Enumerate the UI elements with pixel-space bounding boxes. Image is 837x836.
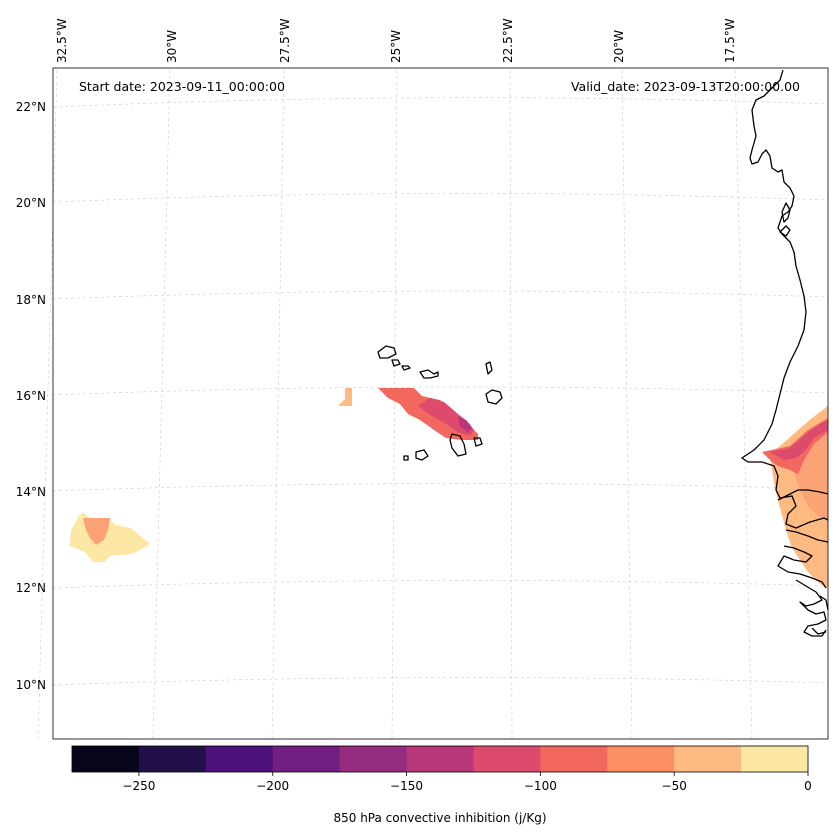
colorbar-swatch (72, 746, 140, 772)
cin-contours (70, 388, 828, 588)
lon-label: 27.5°W (278, 18, 292, 63)
contour-capeverde-core (458, 416, 472, 432)
map-frame (52, 67, 829, 740)
lat-label: 10°N (16, 678, 46, 692)
africa-coastline (741, 69, 829, 529)
island-sao-vicente (391, 359, 401, 367)
longitude-labels: 32.5°W 30°W 27.5°W 25°W 22.5°W 20°W 17.5… (55, 18, 737, 63)
valid-date-text: Valid_date: 2023-09-13T20:00:00.00 (571, 79, 800, 94)
island-santo-antao (377, 345, 397, 359)
lon-label: 22.5°W (501, 18, 515, 63)
colorbar-tick-label: −150 (390, 779, 423, 793)
lat-label: 22°N (16, 100, 46, 114)
lat-label: 12°N (16, 581, 46, 595)
island-sao-nicolau (419, 369, 439, 379)
contour-africa-mid (792, 420, 828, 520)
bijagos-islands (795, 579, 827, 637)
casamance-coast (785, 529, 829, 543)
coast-segment (781, 202, 791, 223)
island-brava (403, 455, 409, 461)
start-date-text: Start date: 2023-09-11_00:00:00 (79, 79, 285, 94)
island-santa-luzia (401, 365, 411, 371)
colorbar-swatch (741, 746, 809, 772)
coastlines (377, 69, 829, 637)
coast-segment (811, 627, 827, 635)
colorbar-swatch (473, 746, 541, 772)
colorbar-swatch (272, 746, 341, 772)
island-maio (473, 437, 483, 447)
latitude-labels: 22°N 20°N 18°N 16°N 14°N 12°N 10°N (16, 100, 46, 692)
colorbar-swatch (607, 746, 675, 772)
colorbar-swatch (540, 746, 608, 772)
island-santiago (449, 433, 467, 457)
lat-label: 14°N (16, 485, 46, 499)
colorbar-frame (71, 745, 809, 773)
island-fogo (415, 449, 429, 461)
lat-label: 16°N (16, 389, 46, 403)
colorbar-swatch (674, 746, 742, 772)
colorbar-swatch (339, 746, 408, 772)
contour-africa-red (770, 420, 828, 460)
contour-small-patch (338, 388, 352, 406)
gambia-river (777, 489, 829, 501)
lon-label: 32.5°W (55, 18, 69, 63)
contour-ocean-inner (83, 518, 110, 545)
lon-label: 30°W (165, 30, 179, 63)
contour-capeverde-inner (418, 398, 474, 436)
coast-segment (819, 595, 829, 611)
island-boa-vista (485, 389, 503, 405)
colorbar-swatch (406, 746, 474, 772)
colorbar-swatch (138, 746, 207, 772)
island-sal (485, 361, 493, 375)
coast-segment (779, 225, 791, 237)
colorbar-tick-label: 0 (804, 779, 812, 793)
lon-label: 20°W (612, 30, 626, 63)
lat-label: 20°N (16, 196, 46, 210)
colorbar-tick-label: −250 (122, 779, 155, 793)
gridlines (37, 69, 829, 741)
lon-label: 17.5°W (723, 18, 737, 63)
guinea-bissau-coast (777, 545, 827, 589)
colorbar-tick-label: −50 (662, 779, 687, 793)
colorbar-label: 850 hPa convective inhibition (j/Kg) (333, 811, 546, 825)
lon-label: 25°W (389, 30, 403, 63)
colorbar-swatch (205, 746, 274, 772)
colorbar: −250 −200 −150 −100 −50 0 (71, 745, 812, 793)
colorbar-tick-label: −100 (524, 779, 557, 793)
colorbar-tick-label: −200 (256, 779, 289, 793)
lat-label: 18°N (16, 293, 46, 307)
